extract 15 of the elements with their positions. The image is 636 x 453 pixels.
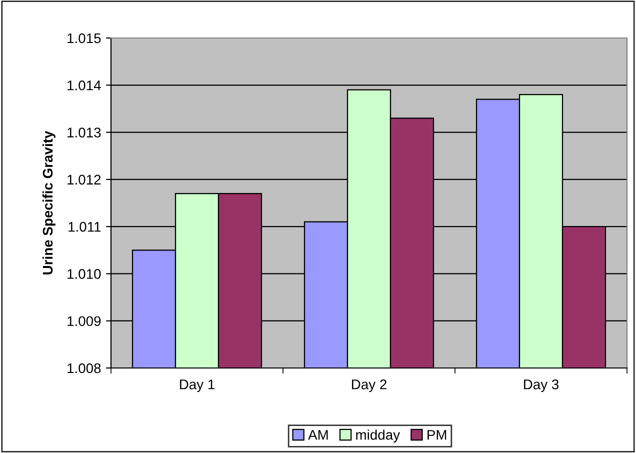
legend-label: PM bbox=[428, 430, 446, 440]
y-tick-label: 1.012 bbox=[68, 174, 101, 185]
legend-label: AM bbox=[308, 430, 328, 440]
legend-label: midday bbox=[356, 430, 400, 443]
y-tick-label: 1.008 bbox=[68, 363, 101, 374]
y-tick-label: 1.015 bbox=[68, 33, 101, 44]
y-tick-label: 1.013 bbox=[68, 128, 101, 138]
y-tick-label: 1.010 bbox=[68, 269, 101, 279]
y-tick-label: 1.009 bbox=[68, 316, 101, 326]
y-tick-label: 1.011 bbox=[68, 222, 101, 232]
x-tick-label: Day 1 bbox=[180, 380, 214, 392]
y-axis-title: Urine Specific Gravity bbox=[42, 130, 56, 274]
x-tick-label: Day 3 bbox=[524, 379, 559, 392]
y-tick-label: 1.014 bbox=[68, 80, 101, 90]
x-tick-label: Day 2 bbox=[352, 379, 386, 392]
